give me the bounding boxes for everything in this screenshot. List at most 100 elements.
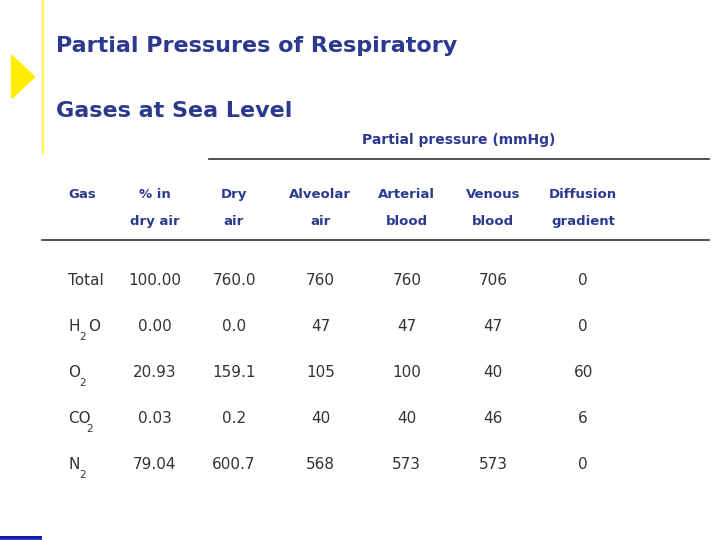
Bar [0,538,42,540]
Bar [0,538,42,539]
Bar [0,538,42,539]
Polygon shape [12,56,35,98]
Bar [0,537,42,539]
Bar [43,0,47,154]
Bar [0,536,42,538]
Text: 6: 6 [578,411,588,426]
Bar [0,537,42,539]
Bar [0,538,42,540]
Bar [0,537,42,538]
Bar [44,0,48,154]
Bar [0,537,42,539]
Bar [0,538,42,539]
Bar [0,536,42,538]
Text: 760: 760 [306,273,335,288]
Bar [0,538,42,540]
Text: blood: blood [472,215,514,228]
Bar [0,537,42,538]
Bar [44,0,47,154]
Bar [0,537,42,539]
Bar [0,537,42,538]
Bar [43,0,47,154]
Bar [0,537,42,539]
Bar [0,537,42,539]
Text: 47: 47 [311,319,330,334]
Bar [42,0,45,154]
Bar [0,537,42,539]
Bar [0,537,42,539]
Bar [0,537,42,539]
Bar [43,0,46,154]
Bar [0,538,42,540]
Bar [0,538,42,539]
Bar [43,0,47,154]
Bar [0,537,42,539]
Bar [0,537,42,538]
Bar [43,0,47,154]
Text: 573: 573 [392,457,421,472]
Bar [42,0,46,154]
Bar [0,536,42,538]
Bar [0,537,42,539]
Bar [0,537,42,539]
Bar [44,0,47,154]
Bar [45,0,48,154]
Text: Partial Pressures of Respiratory: Partial Pressures of Respiratory [56,36,457,56]
Bar [44,0,48,154]
Bar [43,0,47,154]
Bar [45,0,48,154]
Bar [0,538,42,539]
Bar [0,538,42,539]
Bar [0,537,42,538]
Bar [43,0,47,154]
Bar [44,0,47,154]
Bar [42,0,45,154]
Bar [0,537,42,539]
Bar [45,0,48,154]
Bar [42,0,45,154]
Bar [0,537,42,538]
Bar [42,0,46,154]
Text: Diffusion: Diffusion [549,188,617,201]
Bar [42,0,45,154]
Text: 40: 40 [484,365,503,380]
Bar [45,0,48,154]
Bar [0,537,42,538]
Bar [43,0,47,154]
Bar [43,0,47,154]
Bar [0,537,42,539]
Bar [43,0,47,154]
Bar [0,537,42,539]
Bar [0,537,42,539]
Bar [0,538,42,540]
Bar [0,537,42,538]
Bar [0,537,42,539]
Bar [0,538,42,539]
Bar [0,537,42,539]
Bar [0,537,42,539]
Bar [0,538,42,540]
Bar [45,0,48,154]
Bar [0,538,42,539]
Bar [0,538,42,539]
Bar [0,536,42,538]
Bar [0,537,42,539]
Bar [0,537,42,539]
Bar [0,537,42,539]
Bar [42,0,45,154]
Bar [45,0,48,154]
Bar [42,0,45,154]
Bar [0,538,42,539]
Bar [42,0,45,154]
Bar [0,538,42,540]
Bar [45,0,48,154]
Bar [0,538,42,539]
Bar [43,0,47,154]
Bar [0,538,42,539]
Bar [42,0,46,154]
Bar [42,0,45,154]
Bar [0,537,42,538]
Bar [0,537,42,539]
Bar [44,0,47,154]
Bar [0,537,42,539]
